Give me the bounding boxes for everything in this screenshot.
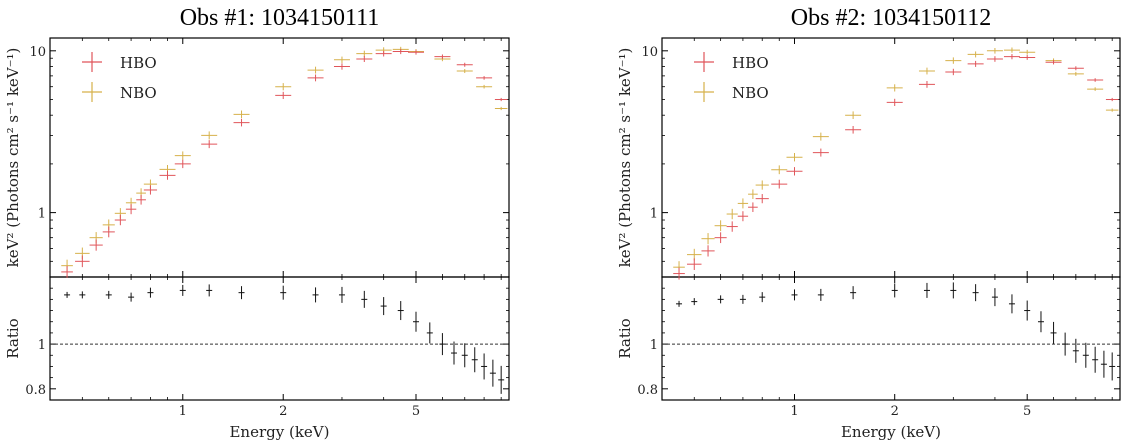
panel2-legend-label-hbo: HBO [732, 54, 769, 72]
panel1-legend-label-hbo: HBO [120, 54, 157, 72]
panel1-y-axis-label-top: keV² (Photons cm² s⁻¹ keV⁻¹) [4, 48, 22, 268]
panel2-x-tick-label: 1 [790, 404, 798, 419]
panel1-chart: Obs #1: 1034150111 1 2 5 1 10 0.8 1 Energy (keV)… [4, 5, 510, 441]
panel2-bottom-y-tick-label: 1 [650, 338, 658, 353]
panel1-x-tick-label: 1 [179, 404, 187, 419]
panel1-bottom-y-tick-label: 1 [38, 338, 46, 353]
panel2-bottom-y-tick-label: 0.8 [637, 383, 658, 398]
panel1-series-hbo [61, 48, 508, 278]
panel1-bottom-axes-frame [49, 276, 510, 401]
panel1-x-axis-label: Energy (keV) [229, 423, 329, 441]
panel1-series-nbo [61, 46, 508, 272]
panel2-x-tick-label: 5 [1023, 404, 1031, 419]
panel2-y-axis-label-top: keV² (Photons cm² s⁻¹ keV⁻¹) [616, 48, 634, 268]
panel2-bottom-axes-frame [661, 276, 1121, 401]
panel2-top-axes-frame [661, 37, 1121, 278]
panel1-x-tick-label: 5 [412, 404, 420, 419]
panel2-x-axis-label: Energy (keV) [841, 423, 941, 441]
panel2-y-axis-label-bottom: Ratio [616, 318, 634, 358]
panel2-series-nbo [673, 47, 1119, 274]
panel1-title: Obs #1: 1034150111 [180, 5, 380, 31]
panel1-y-axis-label-bottom: Ratio [4, 318, 22, 358]
panel2-top-y-tick-label: 10 [641, 45, 658, 60]
panel1-legend-label-nbo: NBO [120, 84, 157, 102]
panel2-legend-label-nbo: NBO [732, 84, 769, 102]
panel1-top-y-tick-label: 1 [38, 207, 46, 222]
panel1-ratio-series [64, 284, 505, 394]
panel2-chart: Obs #2: 1034150112 1 2 5 1 10 0.8 1 Energy (keV)… [616, 5, 1121, 441]
panel1-top-y-tick-label: 10 [29, 45, 46, 60]
panel1-top-axes-frame [49, 37, 510, 278]
panel1-bottom-y-tick-label: 0.8 [25, 383, 46, 398]
panel2-x-tick-label: 2 [891, 404, 899, 419]
panel1-x-tick-label: 2 [279, 404, 287, 419]
panel2-ratio-series [676, 282, 1116, 381]
panel1-legend: HBO NBO [82, 52, 157, 102]
panel2-series-hbo [673, 54, 1119, 280]
panel2-top-y-tick-label: 1 [650, 207, 658, 222]
panel2-title: Obs #2: 1034150112 [791, 5, 991, 31]
panel2-legend: HBO NBO [694, 52, 769, 102]
